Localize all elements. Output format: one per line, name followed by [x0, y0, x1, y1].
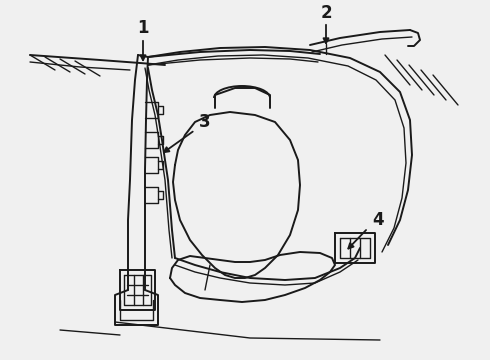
- Text: 3: 3: [199, 113, 211, 131]
- Text: 4: 4: [372, 211, 384, 229]
- Text: 2: 2: [320, 4, 332, 22]
- Text: 1: 1: [137, 19, 149, 37]
